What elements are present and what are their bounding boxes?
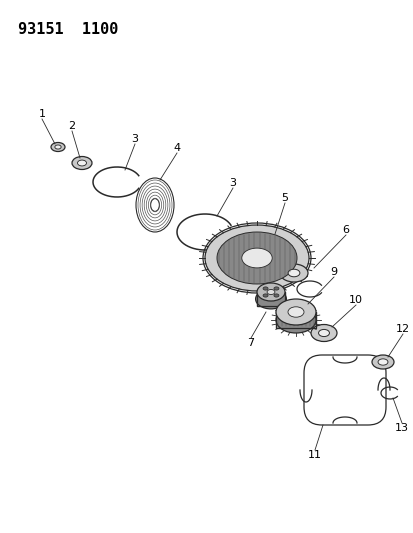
Ellipse shape (202, 223, 310, 293)
Ellipse shape (262, 294, 268, 297)
Ellipse shape (273, 287, 278, 290)
Ellipse shape (279, 264, 307, 282)
Ellipse shape (273, 294, 278, 297)
Ellipse shape (318, 329, 329, 336)
Text: 3: 3 (131, 134, 138, 144)
Ellipse shape (150, 199, 159, 211)
Ellipse shape (136, 178, 173, 232)
Ellipse shape (204, 225, 308, 291)
Ellipse shape (256, 283, 284, 301)
Polygon shape (256, 292, 284, 306)
Text: 3: 3 (229, 178, 236, 188)
Polygon shape (275, 312, 315, 328)
Ellipse shape (55, 145, 61, 149)
Text: 4: 4 (173, 143, 180, 153)
Text: 6: 6 (342, 225, 349, 235)
Ellipse shape (287, 307, 303, 317)
Ellipse shape (72, 157, 92, 169)
Text: 2: 2 (68, 121, 76, 131)
Text: 10: 10 (348, 295, 362, 305)
Ellipse shape (377, 359, 387, 365)
Ellipse shape (371, 355, 393, 369)
Text: 12: 12 (395, 324, 409, 334)
Text: 9: 9 (330, 267, 337, 277)
Ellipse shape (275, 307, 315, 333)
Ellipse shape (216, 232, 296, 284)
Ellipse shape (310, 325, 336, 342)
Ellipse shape (275, 299, 315, 325)
Text: 1: 1 (38, 109, 45, 119)
Text: 93151  1100: 93151 1100 (18, 22, 118, 37)
Ellipse shape (287, 269, 299, 277)
Ellipse shape (262, 287, 268, 290)
Ellipse shape (51, 142, 65, 151)
Ellipse shape (255, 289, 286, 309)
Text: 7: 7 (247, 338, 254, 348)
Ellipse shape (241, 248, 271, 268)
Text: 11: 11 (307, 450, 321, 460)
Text: 13: 13 (394, 423, 408, 433)
Ellipse shape (77, 160, 86, 166)
Ellipse shape (266, 289, 274, 295)
Text: 5: 5 (281, 193, 288, 203)
